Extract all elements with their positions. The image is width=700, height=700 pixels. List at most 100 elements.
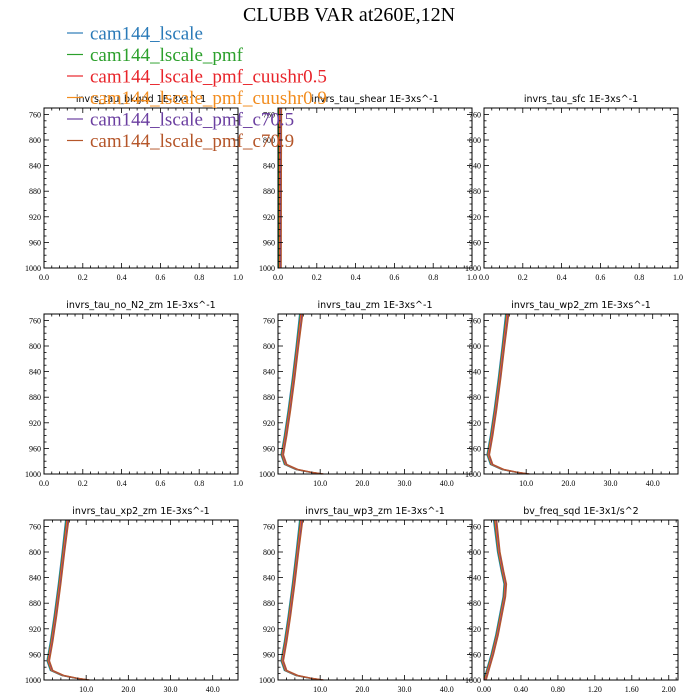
panel-7: 760 800 840 880 920 960 1000 10.0 20.0 30.0 40.0 in… (25, 506, 239, 694)
series-line-cam144_lscale_pmf (280, 519, 322, 681)
legend-label: cam144_lscale (90, 24, 203, 45)
plot-frame (277, 107, 473, 269)
series-line-cam144_lscale (280, 519, 322, 681)
legend-label: cam144_lscale_pmf_cuushr0.9 (90, 88, 327, 109)
y-tick-label: 800 (469, 548, 481, 557)
y-tick-label: 840 (469, 368, 481, 377)
y-tick-label: 1000 (259, 676, 275, 685)
panel-title: invrs_tau_wp2_zm 1E-3xs^-1 (511, 300, 651, 311)
x-tick-label: 30.0 (164, 685, 178, 694)
x-tick-label: 1.0 (233, 479, 243, 488)
x-tick-label: 0.4 (117, 273, 127, 282)
x-tick-label: 0.0 (39, 273, 49, 282)
x-tick-label: 30.0 (604, 479, 618, 488)
x-tick-label: 0.4 (117, 479, 127, 488)
y-tick-label: 960 (263, 238, 275, 247)
y-tick-label: 840 (469, 574, 481, 583)
chart-title: CLUBB VAR at260E,12N (243, 4, 455, 26)
x-tick-label: 0.00 (477, 685, 491, 694)
y-tick-label: 1000 (259, 470, 275, 479)
y-tick-label: 760 (469, 316, 481, 325)
plot-frame (43, 107, 239, 269)
y-tick-label: 920 (469, 625, 481, 634)
series-line-cam144_lscale_pmf_cuushr0.5 (47, 519, 89, 681)
series-line-cam144_lscale_pmf_c70.9 (488, 313, 530, 475)
x-tick-label: 30.0 (398, 479, 412, 488)
plot-frame (483, 519, 679, 681)
panel-title: bv_freq_sqd 1E-3x1/s^2 (523, 506, 638, 517)
x-tick-label: 1.0 (673, 273, 683, 282)
y-tick-label: 880 (263, 599, 275, 608)
series-line-cam144_lscale_pmf_cuushr0.5 (281, 313, 323, 475)
y-tick-label: 920 (469, 213, 481, 222)
x-tick-label: 40.0 (646, 479, 660, 488)
y-tick-label: 760 (263, 522, 275, 531)
plot-frame (277, 313, 473, 475)
y-tick-label: 800 (263, 342, 275, 351)
series-line-cam144_lscale_pmf_c70.5 (282, 313, 324, 475)
y-tick-label: 920 (263, 213, 275, 222)
x-tick-label: 0.0 (39, 479, 49, 488)
y-tick-label: 1000 (465, 470, 481, 479)
series-line-cam144_lscale_pmf (483, 519, 506, 681)
series-line-cam144_lscale_pmf_cuushr0.9 (487, 313, 529, 475)
y-tick-label: 960 (29, 650, 41, 659)
plot-frame (277, 519, 473, 681)
y-tick-label: 800 (29, 342, 41, 351)
y-tick-label: 920 (29, 625, 41, 634)
x-tick-label: 0.2 (78, 479, 88, 488)
y-tick-label: 960 (29, 444, 41, 453)
x-tick-label: 10.0 (313, 685, 327, 694)
x-tick-label: 0.40 (514, 685, 528, 694)
y-tick-label: 1000 (25, 676, 41, 685)
x-tick-label: 10.0 (519, 479, 533, 488)
series-line-cam144_lscale_pmf_c70.9 (48, 519, 90, 681)
x-tick-label: 0.2 (78, 273, 88, 282)
series-line-cam144_lscale_pmf (486, 313, 528, 475)
y-tick-label: 960 (469, 650, 481, 659)
x-tick-label: 0.8 (194, 273, 204, 282)
series-line-cam144_lscale (280, 313, 322, 475)
y-tick-label: 760 (469, 110, 481, 119)
y-tick-label: 960 (29, 238, 41, 247)
x-tick-label: 0.8 (634, 273, 644, 282)
y-tick-label: 920 (263, 419, 275, 428)
series-line-cam144_lscale_pmf_c70.9 (485, 519, 508, 681)
series-line-cam144_lscale_pmf (280, 313, 322, 475)
x-tick-label: 20.0 (355, 685, 369, 694)
x-tick-label: 1.60 (625, 685, 639, 694)
panels: 760 800 840 880 920 960 1000 0.0 0.2 0.4 0.6 0.8 1.0… (25, 94, 683, 694)
legend: cam144_lscalecam144_lscale_pmfcam144_lsc… (67, 24, 327, 152)
y-tick-label: 760 (469, 522, 481, 531)
series-line-cam144_lscale (483, 519, 505, 681)
y-tick-label: 920 (29, 419, 41, 428)
series-line-cam144_lscale_pmf_cuushr0.9 (47, 519, 89, 681)
series-line-cam144_lscale_pmf_cuushr0.5 (281, 519, 323, 681)
panel-title: invrs_tau_sfc 1E-3xs^-1 (524, 94, 638, 105)
x-tick-label: 0.0 (479, 273, 489, 282)
y-tick-label: 880 (263, 393, 275, 402)
series-line-cam144_lscale_pmf_cuushr0.5 (487, 313, 529, 475)
x-tick-label: 0.4 (351, 273, 361, 282)
y-tick-label: 880 (29, 393, 41, 402)
x-tick-label: 10.0 (313, 479, 327, 488)
panel-title: invrs_tau_bkgnd 1E-3xs^-1 (76, 94, 206, 105)
panel-title: invrs_tau_shear 1E-3xs^-1 (311, 94, 438, 105)
y-tick-label: 920 (263, 625, 275, 634)
x-tick-label: 20.0 (355, 479, 369, 488)
y-tick-label: 760 (29, 110, 41, 119)
series-line-cam144_lscale_pmf_c70.5 (282, 519, 324, 681)
x-tick-label: 0.8 (194, 479, 204, 488)
y-tick-label: 800 (29, 136, 41, 145)
y-tick-label: 1000 (465, 676, 481, 685)
x-tick-label: 0.6 (389, 273, 399, 282)
series-line-cam144_lscale_pmf_cuushr0.9 (281, 313, 323, 475)
panel-5: 760 800 840 880 920 960 1000 10.0 20.0 30.0 40.0 in… (259, 300, 473, 488)
x-tick-label: 20.0 (561, 479, 575, 488)
x-tick-label: 0.2 (518, 273, 528, 282)
y-tick-label: 960 (263, 444, 275, 453)
y-tick-label: 920 (469, 419, 481, 428)
